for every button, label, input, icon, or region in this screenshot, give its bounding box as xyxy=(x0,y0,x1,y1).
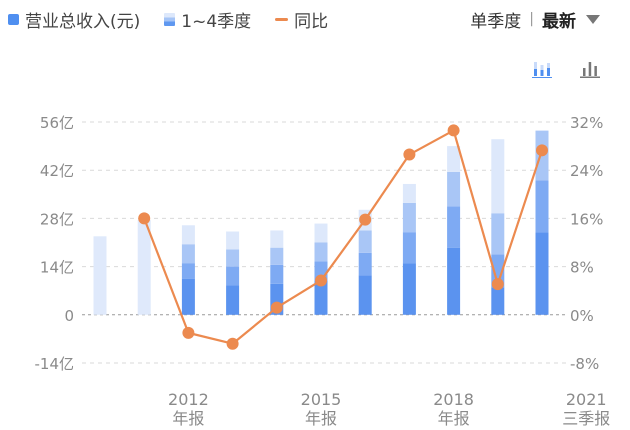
yoy-point xyxy=(315,274,327,287)
quarter-bar-segment xyxy=(270,247,284,265)
chart-axis-labels: 56亿42亿28亿14亿0-14亿32%24%16%8%0%-8%2012年报2… xyxy=(35,114,611,428)
season-toggle[interactable]: 单季度 xyxy=(470,11,522,32)
x-tick-sublabel: 年报 xyxy=(438,409,470,428)
legend: 营业总收入(元) 1~4季度 同比 xyxy=(8,6,352,32)
annual-bar xyxy=(137,220,151,315)
yoy-point xyxy=(359,213,372,226)
yoy-point xyxy=(138,212,151,225)
legend-yoy-label: 同比 xyxy=(294,11,329,32)
legend-total-swatch xyxy=(8,13,19,25)
quarter-bar-segment xyxy=(447,146,461,172)
left-tick-label: 14亿 xyxy=(40,259,74,277)
x-tick-label: 2015 xyxy=(301,390,342,409)
legend-total-label: 营业总收入(元) xyxy=(25,11,141,32)
quarter-bar-segment xyxy=(226,285,240,315)
yoy-point xyxy=(491,278,504,291)
yoy-point xyxy=(447,124,460,137)
quarter-bar-segment xyxy=(226,231,240,250)
quarter-bar-segment xyxy=(447,247,461,315)
annual-bar xyxy=(93,236,107,315)
quarter-bar-segment xyxy=(314,242,328,262)
yoy-line xyxy=(143,129,544,345)
chart-yoy-line xyxy=(138,124,548,350)
quarter-bar-segment xyxy=(181,244,195,264)
quarter-bar-segment xyxy=(535,232,549,315)
left-tick-label: 56亿 xyxy=(40,114,74,132)
legend-quarters[interactable]: 1~4季度 xyxy=(164,7,251,32)
chevron-down-icon[interactable] xyxy=(586,14,600,24)
right-tick-label: 0% xyxy=(570,307,594,325)
x-tick-sublabel: 三季报 xyxy=(562,409,610,428)
legend-quarters-swatch xyxy=(164,12,176,26)
right-tick-label: 8% xyxy=(570,259,594,277)
quarter-bar-segment xyxy=(447,171,461,207)
yoy-point xyxy=(403,148,416,161)
x-tick-label: 2012 xyxy=(168,390,209,409)
quarter-bar-segment xyxy=(226,249,240,267)
quarter-bar-segment xyxy=(314,223,328,243)
quarter-bar-segment xyxy=(226,266,240,286)
legend-yoy-swatch xyxy=(275,17,289,21)
quarter-bar-segment xyxy=(181,263,195,279)
yoy-point xyxy=(226,337,239,350)
legend-total[interactable]: 营业总收入(元) xyxy=(8,7,140,32)
left-tick-label: 28亿 xyxy=(40,210,74,228)
quarter-bar-segment xyxy=(181,278,195,315)
quarter-bar-segment xyxy=(402,202,416,233)
quarter-bar-segment xyxy=(314,280,328,315)
legend-quarters-label: 1~4季度 xyxy=(181,11,252,32)
quarter-bar-segment xyxy=(491,139,505,214)
chart-controls: 单季度 | 最新 xyxy=(470,6,600,32)
quarter-bar-segment xyxy=(491,213,505,255)
left-tick-label: 42亿 xyxy=(40,162,74,180)
quarter-bar-segment xyxy=(402,183,416,203)
quarter-bar-segment xyxy=(358,252,372,276)
legend-yoy[interactable]: 同比 xyxy=(275,7,328,32)
right-tick-label: 32% xyxy=(570,114,603,132)
right-tick-label: -8% xyxy=(570,355,599,373)
yoy-point xyxy=(270,301,283,314)
latest-dropdown[interactable]: 最新 xyxy=(542,11,576,32)
quarter-bar-segment xyxy=(270,230,284,248)
quarter-bar-segment xyxy=(535,180,549,233)
stacked-bar-view-icon[interactable] xyxy=(532,60,552,78)
quarter-bar-segment xyxy=(402,263,416,315)
quarter-bar-segment xyxy=(447,206,461,248)
quarter-bar-segment xyxy=(270,264,284,284)
left-tick-label: 0 xyxy=(64,307,74,325)
right-tick-label: 24% xyxy=(570,162,603,180)
bar-view-icon[interactable] xyxy=(580,60,600,78)
x-tick-label: 2018 xyxy=(433,390,474,409)
quarter-bar-segment xyxy=(402,232,416,264)
right-tick-label: 16% xyxy=(570,210,603,228)
controls-separator: | xyxy=(529,11,534,27)
quarter-bar-segment xyxy=(358,230,372,253)
x-tick-label: 2021 xyxy=(566,390,607,409)
yoy-point xyxy=(536,144,548,157)
quarter-bar-segment xyxy=(358,275,372,315)
x-tick-sublabel: 年报 xyxy=(172,409,204,428)
yoy-point xyxy=(182,326,195,339)
left-tick-label: -14亿 xyxy=(35,355,75,373)
x-tick-sublabel: 年报 xyxy=(305,409,337,428)
quarter-bar-segment xyxy=(181,225,195,245)
quarter-bar-segment xyxy=(491,287,505,315)
